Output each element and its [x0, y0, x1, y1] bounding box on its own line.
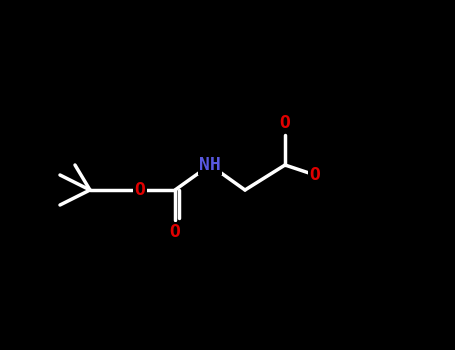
Text: O: O [309, 166, 320, 184]
Text: O: O [135, 181, 146, 199]
Text: O: O [279, 114, 290, 132]
Text: O: O [170, 223, 181, 241]
Text: NH: NH [199, 156, 221, 174]
